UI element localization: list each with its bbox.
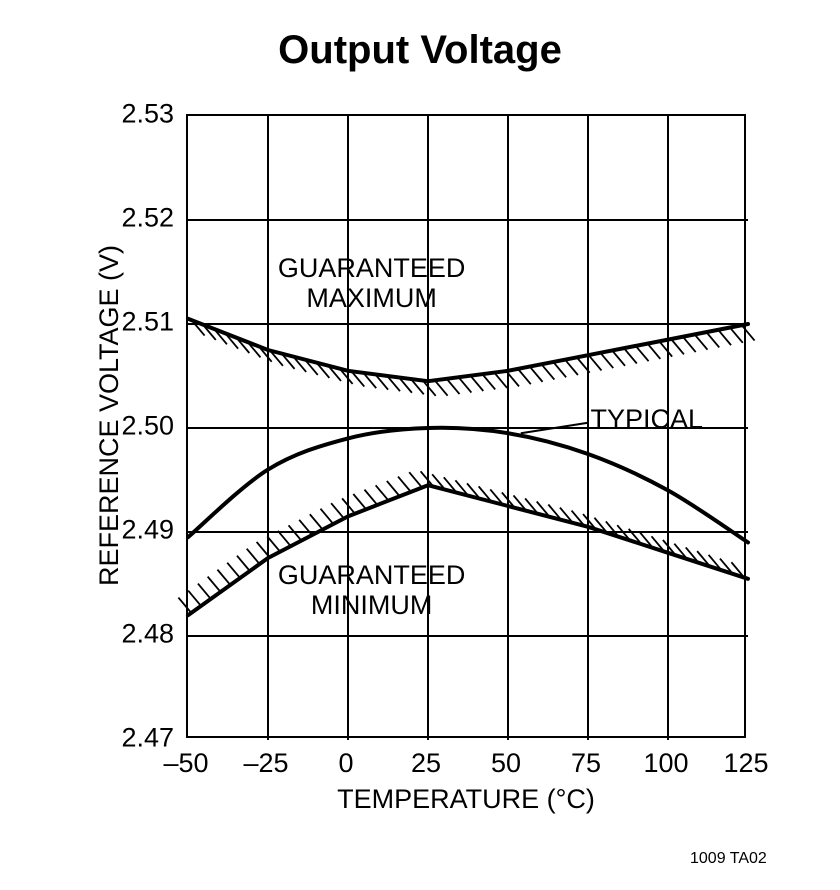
y-tick-label: 2.51 (121, 307, 174, 338)
x-tick-label: 100 (643, 748, 688, 779)
grid-h (188, 323, 748, 325)
x-tick-label: 75 (571, 748, 601, 779)
x-tick-label: 25 (411, 748, 441, 779)
grid-h (188, 219, 748, 221)
page-root: Output Voltage REFERENCE VOLTAGE (V) TEM… (0, 0, 840, 890)
y-tick-label: 2.49 (121, 515, 174, 546)
annotation-max_label: GUARANTEED MAXIMUM (278, 254, 466, 313)
annotation-typical_label: TYPICAL (591, 405, 704, 435)
x-tick-label: 50 (491, 748, 521, 779)
x-axis-label: TEMPERATURE (°C) (186, 784, 746, 815)
x-tick-label: 0 (338, 748, 353, 779)
curve-guaranteed-max (188, 319, 748, 381)
hatch-max (192, 320, 755, 396)
chart-title: Output Voltage (0, 28, 840, 73)
grid-h (188, 531, 748, 533)
y-tick-label: 2.47 (121, 723, 174, 754)
grid-h (188, 635, 748, 637)
y-axis-label: REFERENCE VOLTAGE (V) (94, 245, 125, 586)
curve-guaranteed-min (188, 485, 748, 615)
figure-footnote: 1009 TA02 (690, 850, 767, 868)
y-tick-label: 2.53 (121, 99, 174, 130)
x-tick-label: –25 (243, 748, 288, 779)
x-tick-label: 125 (723, 748, 768, 779)
y-tick-label: 2.52 (121, 203, 174, 234)
y-tick-label: 2.50 (121, 411, 174, 442)
y-tick-label: 2.48 (121, 619, 174, 650)
annotation-min_label: GUARANTEED MINIMUM (278, 561, 466, 620)
